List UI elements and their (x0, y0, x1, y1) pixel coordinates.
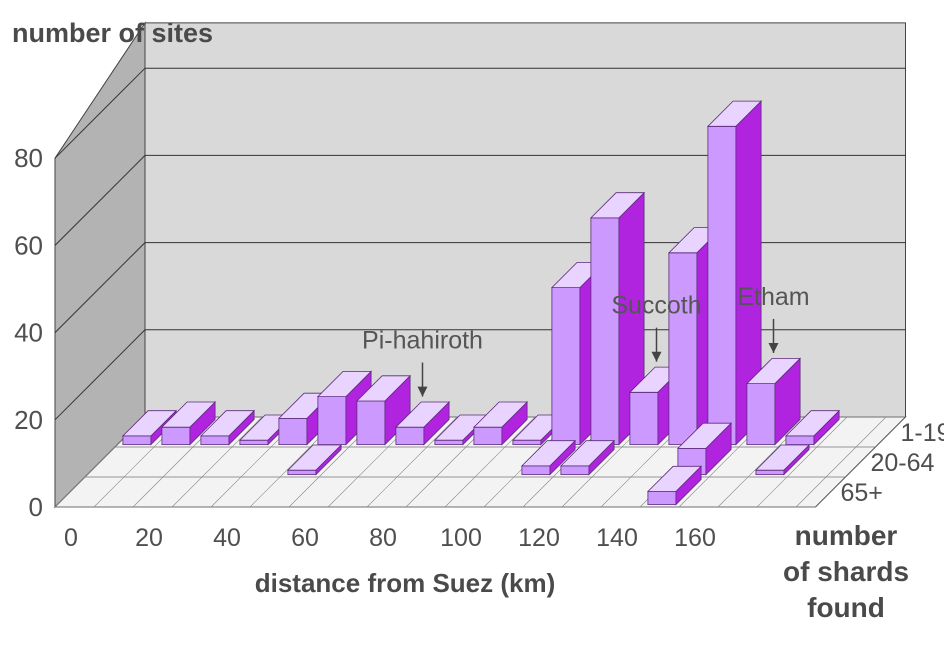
bar-top-face (589, 192, 646, 219)
value-gridline (54, 329, 906, 421)
bar (706, 100, 763, 446)
y-tick-label: 80 (14, 143, 43, 173)
bar-top-face (316, 370, 373, 398)
bar-front-face (707, 125, 737, 446)
bar-top-face (286, 444, 343, 471)
value-gridline (54, 67, 906, 159)
bar (559, 439, 616, 476)
bar (394, 401, 451, 446)
bar (676, 422, 733, 476)
value-gridline (54, 242, 906, 333)
y-tick-label: 20 (14, 405, 43, 435)
bar-top-face (121, 410, 178, 437)
bar-front-face (668, 252, 698, 446)
bar (754, 444, 811, 476)
bar-front-face (551, 287, 581, 446)
bar-front-face (278, 417, 308, 446)
bar-front-face (287, 469, 317, 476)
bar (520, 439, 577, 476)
bar-front-face (200, 435, 230, 446)
x-axis-title: distance from Suez (km) (255, 568, 556, 598)
annotation-label: Pi-hahiroth (362, 327, 483, 355)
bar-front-face (746, 383, 776, 446)
bar-group (121, 100, 841, 506)
y-axis-title: number of sites (12, 18, 213, 48)
floor-gridline (756, 416, 848, 508)
bar-front-face (239, 439, 269, 446)
bar-top-face (160, 401, 217, 428)
back-wall (144, 22, 906, 418)
bar-front-face (317, 396, 347, 446)
annotation-arrow-head (651, 351, 662, 362)
bar-front-face (122, 435, 152, 446)
bar-front-face (521, 465, 551, 476)
bar-top-face (199, 410, 256, 437)
floor-gridline (366, 416, 458, 508)
x-tick-label: 140 (596, 524, 638, 552)
x-tick-label: 100 (440, 524, 482, 552)
bar-front-face (755, 469, 785, 476)
y-tick-label: 40 (14, 318, 43, 348)
bar-front-face (395, 426, 425, 446)
bar-top-face (472, 401, 529, 428)
bar (286, 444, 343, 476)
bar-top-face (355, 375, 412, 402)
series-depth-label: 20-64 (871, 449, 935, 477)
bar-top-face (646, 465, 703, 492)
tick-labels: 0 20 40 60 80 100 120 140 160 0 20 40 60 80 1-1920-646… (14, 143, 944, 552)
bar-front-face (473, 426, 503, 446)
bar-top-face (745, 357, 802, 385)
floor-gridline (171, 416, 263, 508)
x-tick-label: 40 (213, 524, 241, 552)
bar-front-face (356, 400, 386, 446)
bar-front-face (434, 439, 464, 446)
annotation-arrow-head (417, 386, 428, 397)
z-axis-title-line-1: number (795, 520, 898, 551)
annotation-label: Succoth (611, 292, 701, 320)
bar (646, 465, 703, 506)
floor-gridline (795, 416, 887, 508)
bar (745, 357, 802, 446)
bar-top-face (784, 410, 841, 437)
bar-front-face (512, 439, 542, 446)
series-depth-label: 1-19 (901, 419, 944, 447)
bar-front-face (785, 435, 815, 446)
bar (355, 374, 412, 446)
bar-top-face (520, 440, 577, 467)
x-tick-label: 160 (674, 524, 716, 552)
bar-top-face (559, 440, 616, 467)
bar-front-face (560, 465, 590, 476)
annotation-label: Etham (737, 283, 809, 311)
series-depth-label: 65+ (841, 479, 883, 507)
bar (472, 401, 529, 446)
z-axis-title-line-3: found (807, 592, 885, 623)
bar-front-face (590, 217, 620, 446)
annotation-arrow-head (768, 343, 779, 353)
floor-gridline (444, 416, 536, 508)
bar-front-face (629, 391, 659, 446)
bar (199, 409, 256, 446)
bar-front-face (161, 426, 191, 446)
y-tick-label: 0 (29, 492, 43, 522)
x-tick-label: 20 (135, 524, 163, 552)
bar-front-face (647, 491, 677, 506)
x-tick-label: 0 (64, 524, 78, 552)
x-tick-label: 60 (291, 524, 319, 552)
z-axis-title-line-2: of shards (783, 556, 909, 587)
bar-top-face (394, 401, 451, 428)
bar-top-face (676, 422, 733, 449)
bar (160, 401, 217, 446)
x-tick-label: 80 (369, 524, 397, 552)
bar-top-face (706, 100, 763, 127)
bar-top-face (754, 444, 811, 471)
y-tick-label: 60 (14, 230, 43, 260)
x-tick-label: 120 (518, 524, 560, 552)
annotation-group: Pi-hahiroth Succoth Etham (362, 283, 810, 397)
value-gridline (54, 154, 906, 246)
bar (784, 409, 841, 446)
bar (589, 191, 646, 446)
